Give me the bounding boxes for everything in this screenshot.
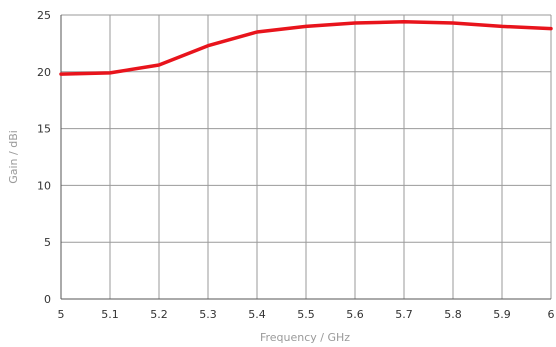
y-tick-label: 25 bbox=[37, 9, 51, 22]
grid-lines bbox=[60, 14, 552, 299]
x-tick-label: 5.2 bbox=[150, 308, 168, 321]
x-axis-title: Frequency / GHz bbox=[260, 331, 350, 344]
y-tick-label: 20 bbox=[37, 66, 51, 79]
x-tick-label: 5.9 bbox=[493, 308, 511, 321]
y-tick-label: 5 bbox=[44, 236, 51, 249]
y-tick-label: 0 bbox=[44, 293, 51, 306]
series-layer bbox=[59, 20, 553, 76]
data-point bbox=[451, 21, 455, 25]
x-tick-label: 5.8 bbox=[444, 308, 462, 321]
data-point bbox=[255, 30, 259, 34]
data-point bbox=[402, 20, 406, 24]
data-point bbox=[108, 71, 112, 75]
x-tick-label: 5.3 bbox=[199, 308, 217, 321]
y-tick-label: 10 bbox=[37, 179, 51, 192]
data-point bbox=[206, 44, 210, 47]
x-tick-label: 5.7 bbox=[395, 308, 413, 321]
x-tick-label: 5.5 bbox=[297, 308, 315, 321]
axes bbox=[60, 15, 551, 300]
data-point bbox=[59, 72, 63, 76]
x-tick-label: 5.4 bbox=[248, 308, 266, 321]
x-tick-label: 5.1 bbox=[101, 308, 119, 321]
x-tick-label: 6 bbox=[548, 308, 555, 321]
data-point bbox=[157, 63, 161, 67]
y-axis-title: Gain / dBi bbox=[7, 130, 20, 184]
x-tick-label: 5 bbox=[58, 308, 65, 321]
data-point bbox=[549, 27, 553, 30]
data-point bbox=[500, 25, 504, 28]
y-tick-label: 15 bbox=[37, 123, 51, 136]
x-tick-label: 5.6 bbox=[346, 308, 364, 321]
data-point bbox=[353, 21, 357, 25]
data-point bbox=[304, 25, 308, 28]
